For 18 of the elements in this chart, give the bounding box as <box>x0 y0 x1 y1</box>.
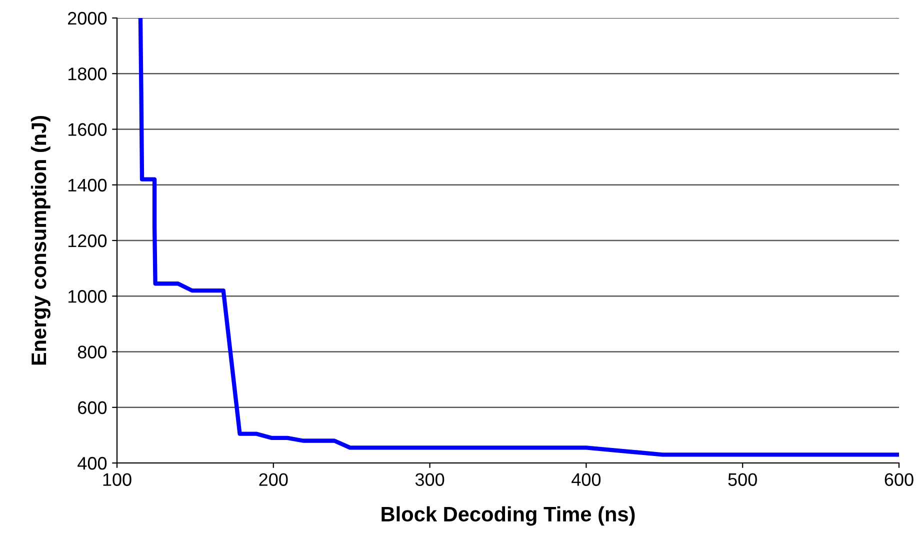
x-tick-label: 500 <box>728 473 757 486</box>
x-tick-label: 400 <box>572 473 601 486</box>
y-tick-label: 1600 <box>68 123 107 136</box>
y-tick-label: 1200 <box>68 234 107 248</box>
y-tick-label: 800 <box>78 346 107 358</box>
y-tick-label: 1800 <box>68 68 107 80</box>
x-axis-title: Block Decoding Time (ns) <box>382 506 635 526</box>
x-tick-label: 100 <box>103 473 132 486</box>
y-axis-title: Energy consumption (nJ) <box>30 116 50 365</box>
y-tick-label: 600 <box>78 401 107 414</box>
y-tick-label: 2000 <box>68 12 107 25</box>
x-tick-label: 300 <box>415 473 444 486</box>
y-tick-label: 1000 <box>68 290 107 303</box>
line-series <box>138 18 899 457</box>
y-tick-label: 1400 <box>68 178 107 192</box>
x-tick-label: 200 <box>259 473 288 486</box>
y-tick-label: 400 <box>78 456 107 470</box>
x-tick-label: 600 <box>884 473 914 486</box>
